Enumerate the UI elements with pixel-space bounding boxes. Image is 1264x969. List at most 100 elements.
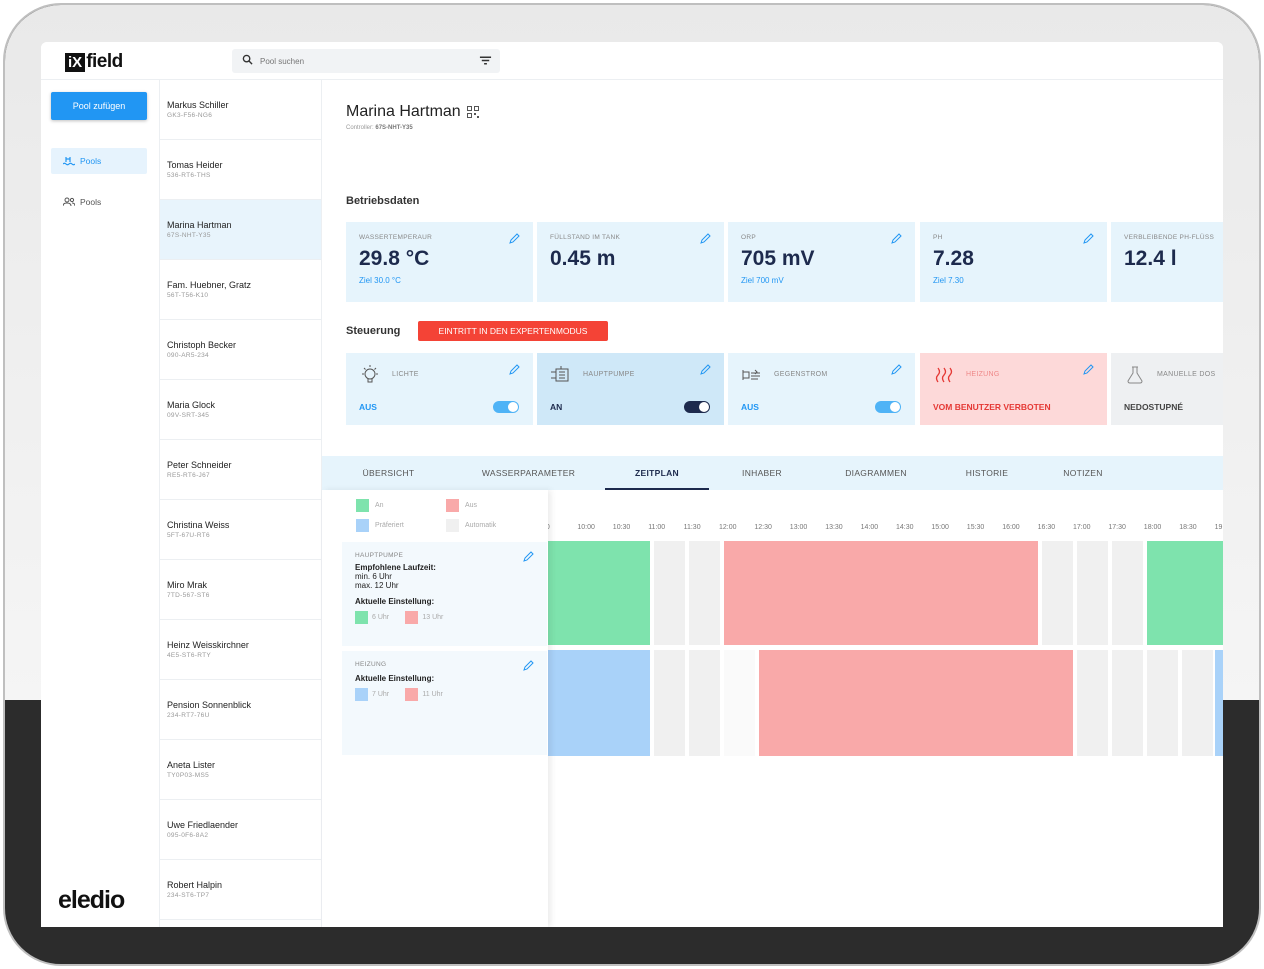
control-state: AN xyxy=(550,402,563,412)
pool-list-item[interactable]: Markus Schiller GK3-F56-NG6 xyxy=(160,80,321,140)
hours-value: 11 Uhr xyxy=(422,691,443,698)
pool-code: 234-ST6-TP7 xyxy=(167,892,210,899)
recommended-max: max. 12 Uhr xyxy=(355,581,399,590)
search-input[interactable] xyxy=(260,52,460,70)
pool-name: Marina Hartman xyxy=(167,220,232,230)
heating-auto-slot[interactable] xyxy=(1147,650,1178,756)
pencil-icon[interactable] xyxy=(700,232,712,244)
hours-value: 13 Uhr xyxy=(422,614,444,621)
tab-history[interactable]: HISTORIE xyxy=(965,468,1009,478)
pool-list-item[interactable]: Miro Mrak 7TD-567-ST6 xyxy=(160,560,321,620)
pencil-icon[interactable] xyxy=(509,363,521,375)
pool-list-item[interactable]: Aneta Lister TY0P03-MS5 xyxy=(160,740,321,800)
pump-auto-slot[interactable] xyxy=(689,541,720,645)
pool-name: Markus Schiller xyxy=(167,100,229,110)
filter-icon[interactable] xyxy=(479,55,492,66)
hour-label: 16:00 xyxy=(1002,524,1020,531)
recommended-min: min. 6 Uhr xyxy=(355,572,392,581)
control-label: LICHTE xyxy=(392,371,419,378)
current-setting-label: Aktuelle Einstellung: xyxy=(355,674,435,683)
tab-diagrams[interactable]: DIAGRAMMEN xyxy=(845,468,907,478)
pool-list-item[interactable]: Pension Sonnenblick 234-RT7-76U xyxy=(160,680,321,740)
pool-list-item[interactable]: Heinz Weisskirchner 4E5-ST6-RTY xyxy=(160,620,321,680)
control-card-heating[interactable]: HEIZUNG VOM BENUTZER VERBOTEN xyxy=(920,353,1107,425)
operating-data-heading: Betriebsdaten xyxy=(346,195,420,207)
pump-off-hours: 13 Uhr xyxy=(405,611,443,624)
metric-card-tank-level: FÜLLSTAND IM TANK 0.45 m xyxy=(537,222,724,302)
pool-list-item-selected[interactable]: Marina Hartman 67S-NHT-Y35 xyxy=(160,200,321,260)
pool-list: Markus Schiller GK3-F56-NG6 Tomas Heider 5… xyxy=(159,80,322,927)
heating-preferred-block[interactable] xyxy=(1215,650,1223,756)
pool-name: Robert Halpin xyxy=(167,880,223,890)
heating-preferred-block[interactable] xyxy=(548,650,650,756)
schedule-row-pump: HAUPTPUMPE Empfohlene Laufzeit: min. 6 U… xyxy=(342,542,547,646)
pencil-icon[interactable] xyxy=(891,363,903,375)
metric-card-ph-fluid: VERBLEIBENDE PH-FLÜSS 12.4 l xyxy=(1111,222,1223,302)
nav-item-pools-users[interactable]: Pools xyxy=(51,189,147,215)
users-icon xyxy=(63,197,75,207)
schedule-row-heating: HEIZUNG Aktuelle Einstellung: 7 Uhr 11 U… xyxy=(342,651,547,755)
heating-icon xyxy=(935,367,953,383)
main-pump-toggle[interactable] xyxy=(684,401,710,413)
counter-current-icon xyxy=(742,369,760,380)
metric-value: 29.8 °C xyxy=(359,247,430,270)
pool-list-item[interactable]: Tomas Heider 536-RT6-THS xyxy=(160,140,321,200)
tab-overview[interactable]: ÜBERSICHT xyxy=(362,468,415,478)
control-card-main-pump[interactable]: HAUPTPUMPE AN xyxy=(537,353,724,425)
pool-list-item[interactable]: Christina Weiss 5FT-67U-RT6 xyxy=(160,500,321,560)
control-card-manual-dosing[interactable]: MANUELLE DOS NEDOSTUPNÉ xyxy=(1111,353,1223,425)
pool-code: 09V-SRT-345 xyxy=(167,412,210,419)
control-card-light[interactable]: LICHTE AUS xyxy=(346,353,533,425)
heating-auto-slot[interactable] xyxy=(689,650,720,756)
pump-auto-slot[interactable] xyxy=(1112,541,1143,645)
pool-list-item[interactable]: Uwe Friedlaender 095-0F6-8A2 xyxy=(160,800,321,860)
tab-notes[interactable]: NOTIZEN xyxy=(1063,468,1103,478)
control-heading: Steuerung xyxy=(346,325,401,337)
pool-list-item[interactable]: Fam. Huebner, Gratz 56T-T56-K10 xyxy=(160,260,321,320)
pump-auto-slot[interactable] xyxy=(1077,541,1108,645)
heating-auto-slot[interactable] xyxy=(1112,650,1143,756)
heating-auto-slot[interactable] xyxy=(1182,650,1213,756)
row-heading: HAUPTPUMPE xyxy=(355,552,404,559)
light-toggle[interactable] xyxy=(493,401,519,413)
pencil-icon[interactable] xyxy=(891,232,903,244)
pencil-icon[interactable] xyxy=(1083,232,1095,244)
expert-mode-button[interactable]: EINTRITT IN DEN EXPERTENMODUS xyxy=(418,321,608,341)
pump-auto-slot[interactable] xyxy=(1042,541,1073,645)
pencil-icon[interactable] xyxy=(700,363,712,375)
tab-water-parameters[interactable]: WASSERPARAMETER xyxy=(481,468,576,478)
pencil-icon[interactable] xyxy=(1083,363,1095,375)
pencil-icon[interactable] xyxy=(523,550,535,562)
nav-item-pools[interactable]: Pools xyxy=(51,148,147,174)
heating-off-block[interactable] xyxy=(759,650,1073,756)
pool-list-item[interactable]: Christoph Becker 090-AR5-234 xyxy=(160,320,321,380)
counter-current-toggle[interactable] xyxy=(875,401,901,413)
pump-off-block[interactable] xyxy=(724,541,1038,645)
heating-auto-slot[interactable] xyxy=(1077,650,1108,756)
pump-auto-slot[interactable] xyxy=(654,541,685,645)
pool-name: Fam. Huebner, Gratz xyxy=(167,280,252,290)
pool-list-item[interactable]: Maria Glock 09V-SRT-345 xyxy=(160,380,321,440)
pencil-icon[interactable] xyxy=(523,659,535,671)
heating-auto-slot[interactable] xyxy=(654,650,685,756)
heating-auto-slot[interactable] xyxy=(724,650,755,756)
pool-list-item[interactable]: Peter Schneider RE5-RT6-J67 xyxy=(160,440,321,500)
control-label: HEIZUNG xyxy=(966,371,1000,378)
top-bar: iX field xyxy=(41,42,1223,80)
pump-on-block[interactable] xyxy=(1147,541,1223,645)
control-card-counter-current[interactable]: GEGENSTROM AUS xyxy=(728,353,915,425)
pool-name: Peter Schneider xyxy=(167,460,232,470)
legend-label: An xyxy=(375,502,384,509)
add-pool-button[interactable]: Pool zufügen xyxy=(51,92,147,120)
eledio-logo: eledio xyxy=(58,886,125,914)
qr-code-icon[interactable] xyxy=(466,106,479,118)
pencil-icon[interactable] xyxy=(509,232,521,244)
tab-schedule[interactable]: ZEITPLAN xyxy=(605,456,709,490)
pump-on-block[interactable] xyxy=(548,541,650,645)
hour-label: 18:00 xyxy=(1143,524,1162,531)
tab-owner[interactable]: INHABER xyxy=(742,468,782,478)
hour-label: 14:30 xyxy=(896,524,914,531)
pool-list-item[interactable]: Robert Halpin 234-ST6-TP7 xyxy=(160,860,321,920)
control-state: AUS xyxy=(741,402,759,412)
